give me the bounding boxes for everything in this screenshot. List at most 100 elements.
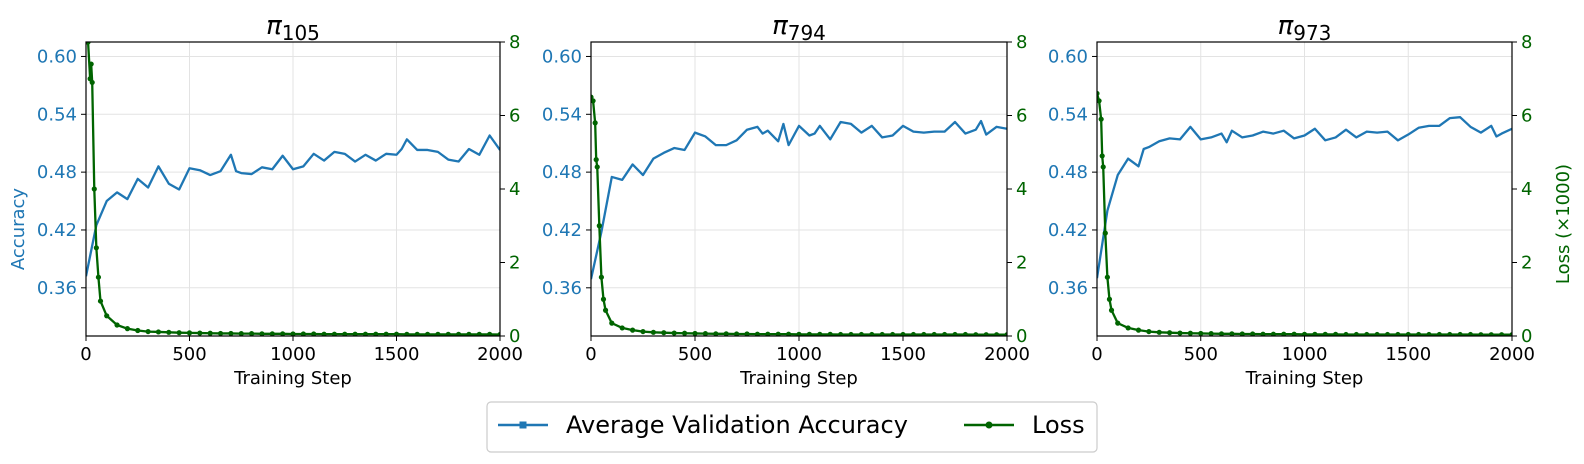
x-tick-label: 1500 [880, 344, 926, 365]
loss-point [342, 331, 348, 336]
loss-point [1146, 328, 1152, 335]
loss-point [1177, 330, 1183, 336]
loss-point [661, 330, 667, 336]
loss-point [765, 331, 771, 336]
y-left-tick-label: 0.48 [542, 162, 582, 183]
y-right-tick-label: 2 [1521, 253, 1532, 274]
loss-point [1291, 331, 1297, 336]
y-right-tick-label: 0 [509, 326, 520, 347]
y-left-tick-label: 0.54 [1048, 104, 1088, 125]
loss-point [155, 329, 162, 335]
loss-point [1457, 331, 1463, 336]
loss-point [1488, 332, 1494, 336]
loss-point [1312, 331, 1318, 336]
loss-point [592, 120, 598, 126]
y-right-tick-label: 2 [509, 253, 520, 274]
loss-point [207, 330, 213, 336]
panel-title: π973 [1278, 11, 1332, 45]
loss-point [1156, 329, 1162, 335]
y-right-tick-label: 4 [1016, 179, 1027, 200]
loss-point [786, 331, 792, 336]
loss-point [238, 331, 244, 336]
loss-point [723, 331, 729, 336]
loss-point [1322, 331, 1328, 336]
loss-point [1353, 331, 1359, 336]
y-left-tick-label: 0.60 [1048, 46, 1088, 67]
panel-title-symbol: π [1278, 11, 1294, 41]
loss-point [331, 331, 337, 336]
loss-point [373, 331, 379, 336]
loss-point [104, 313, 110, 319]
loss-point [1004, 332, 1007, 336]
legend-accuracy-label: Average Validation Accuracy [566, 411, 908, 439]
loss-point [1208, 331, 1214, 336]
loss-point [1102, 230, 1108, 236]
x-tick-label: 1500 [1385, 344, 1431, 365]
panel-973: 0 500 1000 1500 2000 0.36 0.42 0.48 0.54 0.60 0 2 4 6… [1048, 11, 1574, 389]
legend-accuracy-marker [519, 421, 527, 429]
loss-point [393, 331, 400, 336]
y-right-tick-label: 4 [509, 179, 520, 200]
loss-point [1478, 332, 1484, 336]
loss-point [952, 331, 958, 336]
x-tick-label: 2000 [477, 344, 523, 365]
y-left-tick-label: 0.54 [542, 104, 582, 125]
loss-point [858, 331, 864, 336]
y-right-tick-label: 4 [1521, 179, 1532, 200]
loss-point [86, 42, 91, 45]
panel-105: 0 500 1000 1500 2000 0.36 0.42 0.48 0.54 0.60 0 2 4 6… [8, 11, 523, 389]
loss-point [1447, 331, 1453, 336]
loss-point [973, 332, 979, 336]
y-right-tick-label: 6 [1521, 106, 1532, 127]
loss-point [114, 322, 120, 328]
loss-point [91, 186, 97, 192]
panel-title-subscript: 105 [282, 21, 320, 45]
loss-point [466, 331, 472, 336]
loss-point [848, 331, 854, 336]
loss-point [1250, 331, 1256, 336]
y-right-axis-label: Loss (×1000) [1553, 164, 1574, 284]
y-left-tick-label: 0.48 [37, 162, 77, 183]
loss-point [404, 331, 410, 336]
loss-point [593, 157, 599, 163]
loss-point [900, 331, 906, 336]
loss-point [594, 164, 600, 170]
loss-point [602, 307, 609, 313]
loss-point [186, 330, 193, 336]
loss-point [869, 331, 875, 336]
loss-point [1135, 327, 1142, 333]
loss-point [311, 331, 317, 336]
loss-point [269, 331, 275, 336]
loss-point [744, 331, 750, 336]
loss-point [890, 331, 896, 336]
loss-point [879, 331, 885, 336]
loss-point [1198, 330, 1204, 336]
loss-point [596, 223, 602, 229]
x-tick-label: 500 [172, 344, 206, 365]
x-tick-label: 500 [1184, 344, 1218, 365]
y-right-tick-label: 0 [1016, 326, 1027, 347]
loss-point [1098, 116, 1104, 122]
y-left-axis-label: Accuracy [8, 188, 29, 271]
loss-point [1218, 331, 1225, 336]
chart-panels: 0 500 1000 1500 20000.360.420.480.540.600246… [8, 11, 1574, 389]
panel-title-subscript: 794 [788, 21, 826, 45]
loss-point [1187, 330, 1193, 336]
y-right-tick-label: 0 [1521, 326, 1532, 347]
loss-point [280, 331, 286, 336]
y-left-tick-label: 0.48 [1048, 162, 1088, 183]
loss-point [88, 61, 94, 67]
y-right-tick-label: 8 [509, 32, 520, 53]
loss-point [476, 331, 482, 336]
loss-point [1395, 331, 1401, 336]
loss-point [1099, 153, 1105, 159]
loss-point [435, 331, 441, 336]
loss-point [994, 332, 1000, 336]
loss-point [89, 79, 95, 86]
loss-point [217, 330, 224, 336]
loss-point [1436, 331, 1442, 336]
loss-point [1104, 274, 1110, 280]
loss-point [910, 331, 916, 336]
panel-title: π105 [266, 11, 320, 45]
loss-point [1405, 331, 1411, 336]
